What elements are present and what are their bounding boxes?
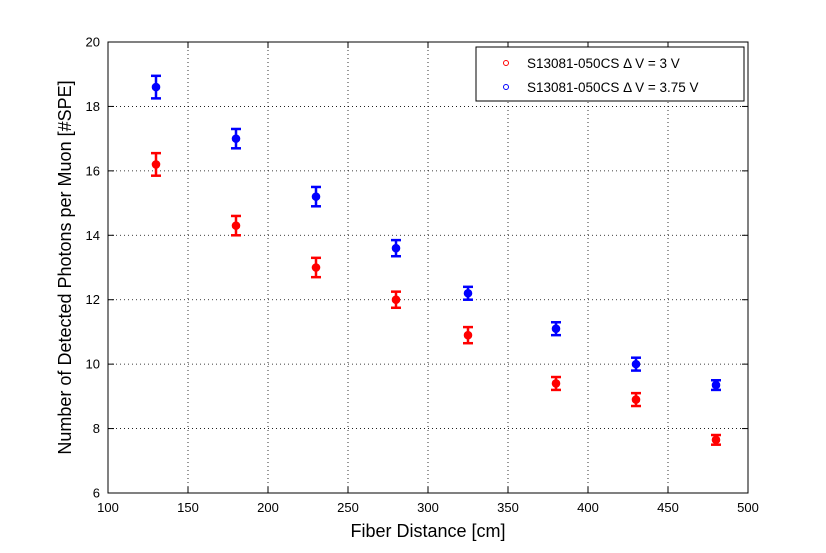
- point-marker: [151, 160, 161, 169]
- x-tick-label: 250: [337, 500, 359, 515]
- data-point: [231, 127, 241, 150]
- y-tick-label: 6: [93, 486, 100, 501]
- legend: S13081-050CS Δ V = 3 V S13081-050CS Δ V …: [475, 46, 745, 102]
- y-tick-label: 16: [86, 163, 100, 178]
- y-tick-label: 14: [86, 228, 100, 243]
- grid-lines: [108, 42, 748, 493]
- data-point: [631, 391, 641, 408]
- data-point: [151, 151, 161, 177]
- legend-label-series-2: S13081-050CS Δ V = 3.75 V: [527, 80, 699, 95]
- point-marker: [631, 359, 641, 369]
- x-tick-label: 500: [737, 500, 759, 515]
- data-point: [231, 214, 241, 237]
- data-point: [391, 290, 401, 310]
- data-point: [711, 379, 721, 392]
- axis-ticks: 100 150 200 250 300 350 400 450 500 6 8 10 12 14 16 18 2…: [86, 35, 759, 516]
- x-axis-title: Fiber Distance [cm]: [350, 521, 505, 541]
- x-tick-label: 150: [177, 500, 199, 515]
- point-marker: [631, 395, 641, 404]
- point-marker: [311, 192, 321, 201]
- legend-label-series-1: S13081-050CS Δ V = 3 V: [527, 56, 680, 71]
- point-marker: [463, 330, 473, 340]
- point-marker: [551, 324, 561, 334]
- data-point: [551, 321, 561, 337]
- point-marker: [231, 221, 241, 230]
- y-tick-label: 12: [86, 292, 100, 307]
- x-tick-label: 100: [97, 500, 119, 515]
- x-tick-label: 450: [657, 500, 679, 515]
- data-point: [631, 356, 641, 372]
- data-point: [711, 433, 721, 446]
- point-marker: [391, 295, 401, 305]
- x-tick-label: 350: [497, 500, 519, 515]
- x-tick-label: 300: [417, 500, 439, 515]
- data-point: [311, 185, 321, 208]
- point-marker: [231, 134, 241, 143]
- x-tick-label: 200: [257, 500, 279, 515]
- legend-marker-series-2: [503, 84, 509, 90]
- point-marker: [711, 380, 721, 390]
- data-point: [391, 238, 401, 258]
- y-axis-title: Number of Detected Photons per Muon [#SP…: [55, 80, 75, 454]
- point-marker: [463, 288, 473, 298]
- x-tick-label: 400: [577, 500, 599, 515]
- y-tick-label: 10: [86, 357, 100, 372]
- data-points: [151, 74, 721, 446]
- y-tick-label: 18: [86, 99, 100, 114]
- series-2: [151, 74, 721, 392]
- point-marker: [551, 379, 561, 388]
- plot-area: [108, 42, 748, 493]
- y-tick-label: 20: [86, 35, 100, 50]
- point-marker: [151, 82, 161, 92]
- data-point: [151, 74, 161, 100]
- series-1: [151, 151, 721, 446]
- legend-box: [475, 46, 745, 102]
- point-marker: [711, 435, 721, 445]
- point-marker: [391, 243, 401, 253]
- data-point: [463, 285, 473, 301]
- y-tick-label: 8: [93, 421, 100, 436]
- legend-marker-series-1: [503, 60, 509, 66]
- data-point: [551, 375, 561, 392]
- data-point: [463, 325, 473, 345]
- point-marker: [311, 263, 321, 272]
- data-point: [311, 256, 321, 279]
